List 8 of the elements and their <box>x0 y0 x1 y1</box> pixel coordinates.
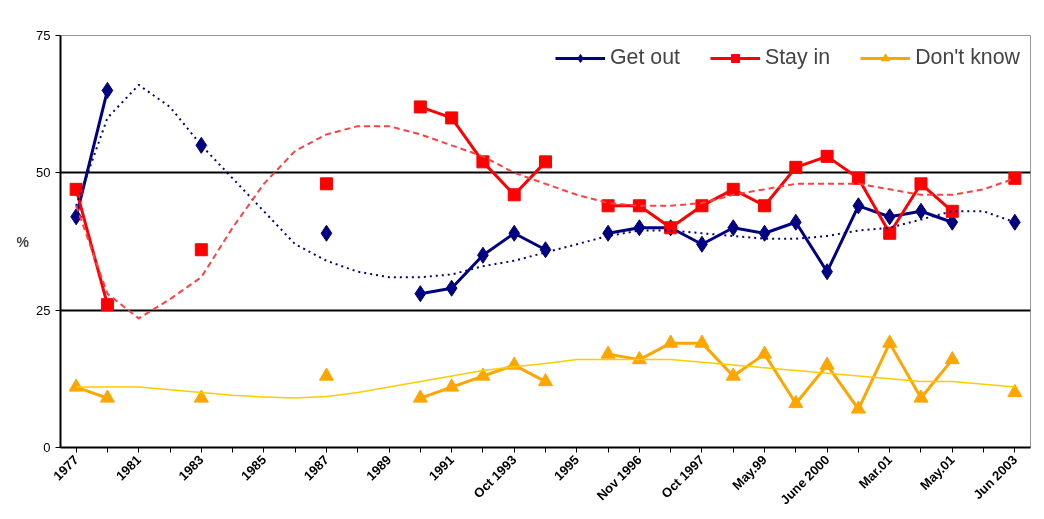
y-tick-label: 25 <box>36 302 51 318</box>
y-tick-label: 75 <box>36 28 51 43</box>
y-tick-label: 50 <box>36 165 51 181</box>
legend-label: Don't know <box>915 45 1020 70</box>
y-axis-title: % <box>16 233 30 250</box>
legend-label: Get out <box>610 45 680 70</box>
y-tick-label: 0 <box>43 440 51 455</box>
legend-label: Stay in <box>764 45 831 70</box>
